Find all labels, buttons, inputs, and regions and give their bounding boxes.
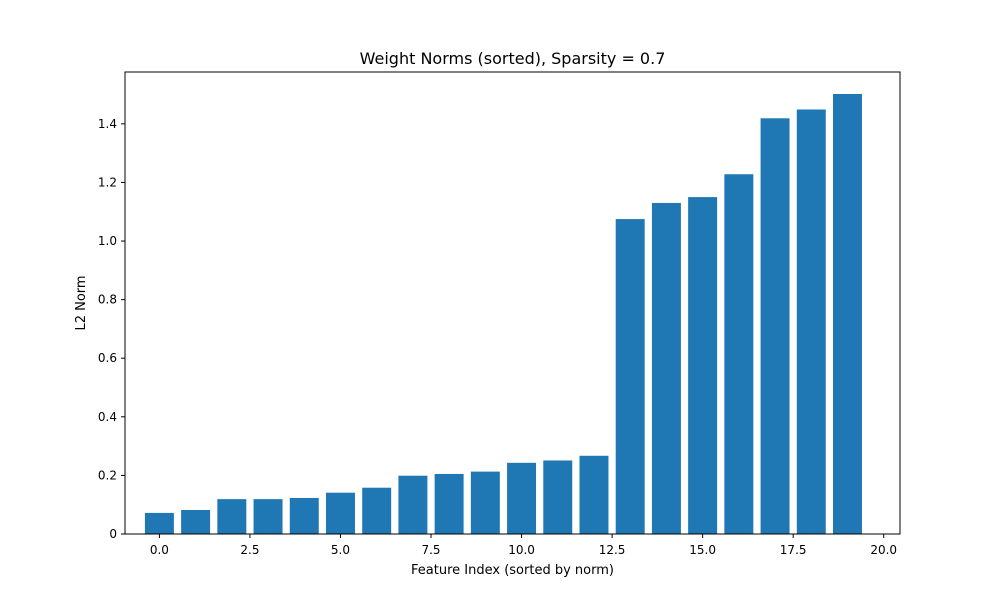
bar-19 [833, 93, 862, 534]
x-tick-label: 15.0 [689, 543, 716, 557]
bar-16 [724, 174, 754, 534]
x-tick-label: 7.5 [421, 543, 440, 557]
y-axis: 0 0.2 0.4 0.6 0.8 1.0 1.2 1.4 [98, 117, 125, 541]
bar-5 [325, 492, 355, 534]
plot-frame [124, 71, 901, 535]
bar-8 [434, 473, 464, 534]
x-tick-label: 17.5 [780, 543, 807, 557]
y-tick-label: 0.2 [98, 468, 117, 482]
bar-11 [543, 460, 573, 534]
y-tick-label: 0.6 [98, 351, 117, 365]
bar-10 [507, 462, 537, 534]
y-axis-label: L2 Norm [74, 275, 89, 330]
bar-0 [144, 512, 174, 534]
x-tick-label: 20.0 [870, 543, 897, 557]
bar-13 [615, 219, 645, 534]
x-axis: 0.0 2.5 5.0 7.5 10.0 12.5 15.0 17.5 20.0 [150, 534, 897, 557]
x-tick-label: 0.0 [150, 543, 169, 557]
y-tick-label: 1.2 [98, 175, 117, 189]
bar-9 [470, 471, 500, 534]
bar-14 [651, 202, 681, 534]
bar-17 [760, 118, 790, 534]
y-tick-label: 1.0 [98, 234, 117, 248]
bar-7 [398, 475, 428, 534]
bar-18 [796, 109, 826, 534]
x-tick-label: 2.5 [240, 543, 259, 557]
y-tick-label: 0.4 [98, 410, 117, 424]
x-tick-label: 10.0 [508, 543, 535, 557]
bar-4 [289, 497, 319, 534]
bar-12 [579, 455, 609, 534]
x-tick-label: 5.0 [331, 543, 350, 557]
bars-group [144, 93, 862, 534]
y-tick-label: 0 [109, 527, 117, 541]
y-tick-label: 0.8 [98, 293, 117, 307]
bar-2 [217, 499, 247, 534]
bar-1 [181, 509, 211, 534]
x-tick-label: 12.5 [599, 543, 626, 557]
bar-6 [362, 487, 392, 534]
y-tick-label: 1.4 [98, 117, 117, 131]
bar-3 [253, 499, 283, 534]
chart-title: Weight Norms (sorted), Sparsity = 0.7 [360, 49, 666, 68]
x-axis-label: Feature Index (sorted by norm) [411, 563, 614, 578]
bar-15 [688, 197, 718, 534]
